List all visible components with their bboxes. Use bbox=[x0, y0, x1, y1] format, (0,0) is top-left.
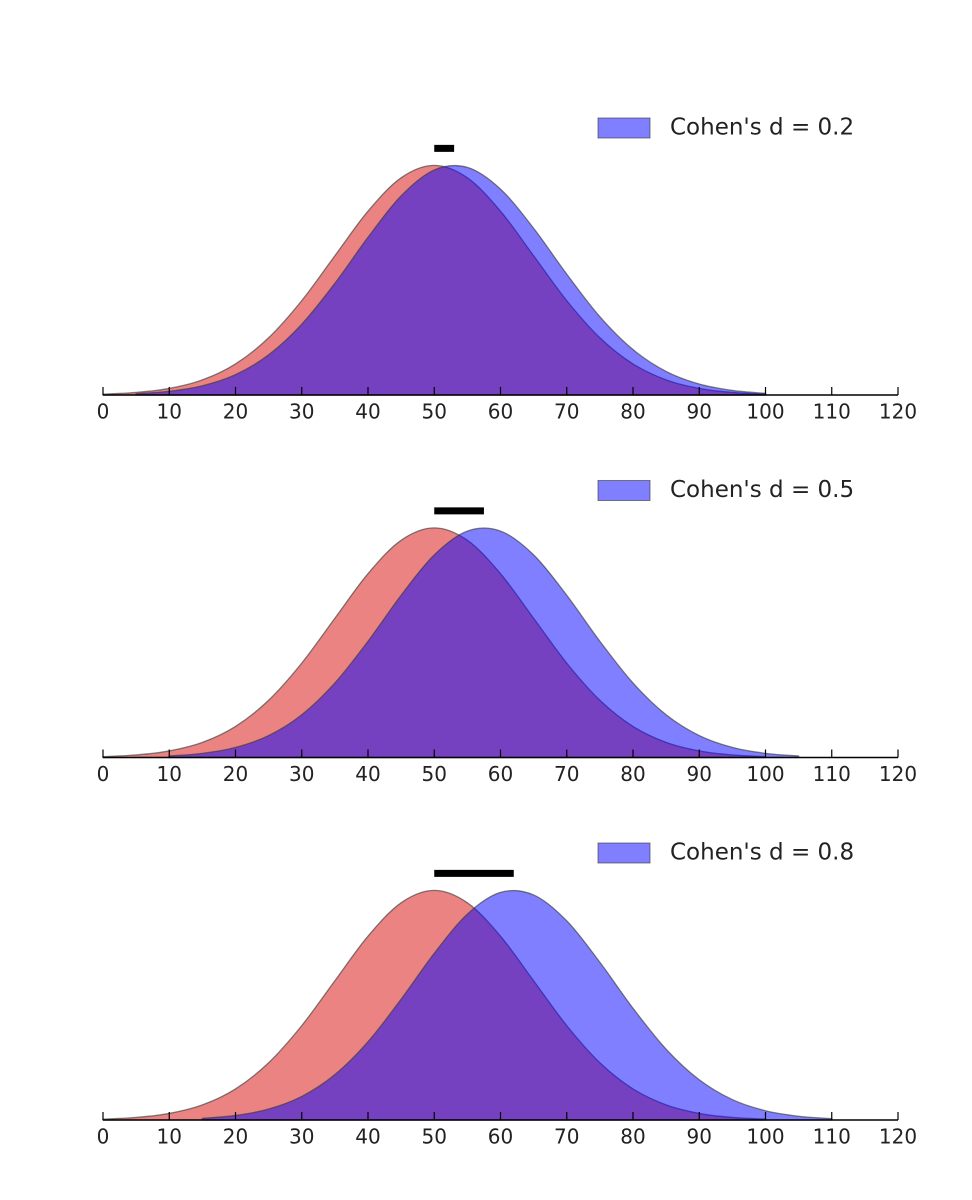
x-tick-label: 30 bbox=[289, 400, 314, 424]
x-tick-label: 10 bbox=[157, 400, 182, 424]
x-tick-label: 120 bbox=[879, 400, 917, 424]
x-tick-label: 70 bbox=[554, 400, 579, 424]
x-tick-label: 50 bbox=[422, 762, 447, 786]
x-tick-label: 70 bbox=[554, 1125, 579, 1149]
legend-swatch bbox=[597, 842, 651, 864]
x-tick-label: 50 bbox=[422, 400, 447, 424]
x-tick-label: 40 bbox=[355, 762, 380, 786]
x-tick-label: 90 bbox=[687, 762, 712, 786]
legend-label: Cohen's d = 0.5 bbox=[670, 477, 854, 503]
x-tick-label: 110 bbox=[813, 400, 851, 424]
x-tick-label: 100 bbox=[746, 762, 784, 786]
x-tick-label: 30 bbox=[289, 1125, 314, 1149]
x-tick-label: 50 bbox=[422, 1125, 447, 1149]
x-tick-label: 100 bbox=[746, 400, 784, 424]
x-tick-label: 10 bbox=[157, 1125, 182, 1149]
x-tick-label: 110 bbox=[813, 1125, 851, 1149]
legend-swatch bbox=[597, 117, 651, 139]
x-tick-label: 90 bbox=[687, 400, 712, 424]
x-tick-label: 40 bbox=[355, 400, 380, 424]
density-area bbox=[135, 164, 767, 396]
x-tick-label: 120 bbox=[879, 762, 917, 786]
x-tick-label: 90 bbox=[687, 1125, 712, 1149]
x-tick-label: 120 bbox=[879, 1125, 917, 1149]
x-tick-label: 60 bbox=[488, 762, 513, 786]
x-tick-label: 30 bbox=[289, 762, 314, 786]
x-tick-label: 20 bbox=[223, 400, 248, 424]
x-tick-label: 0 bbox=[97, 400, 110, 424]
x-tick-label: 40 bbox=[355, 1125, 380, 1149]
x-tick-label: 60 bbox=[488, 1125, 513, 1149]
x-tick-label: 0 bbox=[97, 762, 110, 786]
x-tick-label: 70 bbox=[554, 762, 579, 786]
x-tick-label: 80 bbox=[620, 400, 645, 424]
x-tick-label: 20 bbox=[223, 762, 248, 786]
density-area bbox=[201, 889, 833, 1121]
density-area bbox=[168, 527, 800, 759]
legend-label: Cohen's d = 0.8 bbox=[670, 840, 854, 866]
x-tick-label: 20 bbox=[223, 1125, 248, 1149]
legend-swatch bbox=[597, 480, 651, 501]
x-tick-label: 10 bbox=[157, 762, 182, 786]
x-tick-label: 80 bbox=[620, 762, 645, 786]
x-tick-label: 60 bbox=[488, 400, 513, 424]
x-tick-label: 100 bbox=[746, 1125, 784, 1149]
x-tick-label: 80 bbox=[620, 1125, 645, 1149]
legend-label: Cohen's d = 0.2 bbox=[670, 115, 854, 141]
x-tick-label: 0 bbox=[97, 1125, 110, 1149]
x-tick-label: 110 bbox=[813, 762, 851, 786]
